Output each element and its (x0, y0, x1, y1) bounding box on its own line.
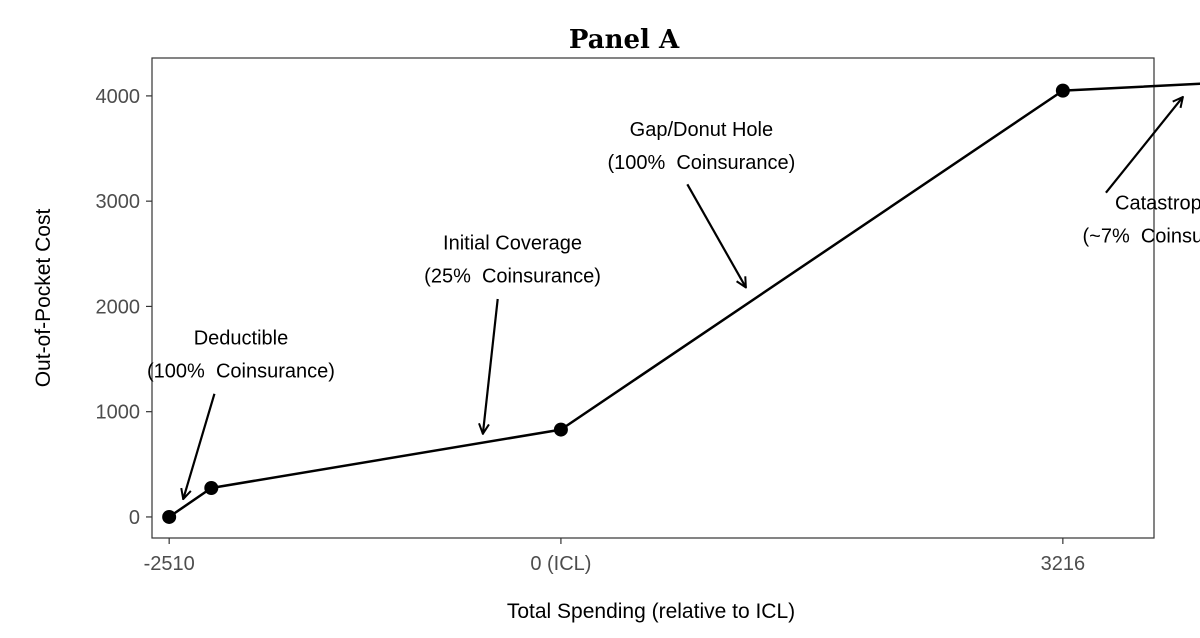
data-point (1055, 83, 1070, 98)
plot-panel (151, 57, 1155, 539)
series-line (168, 82, 1200, 518)
y-tick-label: 4000 (96, 86, 141, 108)
annotation-deductible: Deductible (100% Coinsurance) (147, 327, 335, 499)
annotations: Deductible (100% Coinsurance) Initial Cove… (147, 97, 1200, 499)
annotation-deductible-line: (100% Coinsurance) (147, 360, 335, 382)
x-axis-ticks: -2510 0 (ICL) 3216 (144, 538, 1086, 575)
x-tick-label: 0 (ICL) (530, 553, 591, 575)
annotation-gap-line: (100% Coinsurance) (607, 152, 795, 174)
x-tick-label: -2510 (144, 553, 195, 575)
annotation-gap-line: Gap/Donut Hole (630, 119, 773, 141)
y-tick-label: 3000 (96, 191, 141, 213)
annotation-initial-line: (25% Coinsurance) (424, 266, 601, 288)
annotation-catastrophic-line: Catastrophic (1115, 193, 1200, 215)
y-tick-label: 1000 (96, 402, 141, 424)
chart-title: Panel A (569, 25, 680, 55)
data-point (204, 481, 219, 495)
annotation-deductible-arrow (183, 393, 216, 499)
annotation-catastrophic-arrow (1105, 97, 1183, 194)
annotation-catastrophic: Catastrophic (~7% Coinsurance) (1083, 97, 1200, 248)
y-tick-label: 0 (129, 507, 140, 529)
annotation-gap-arrow (686, 183, 746, 287)
data-point (162, 509, 177, 524)
annotation-deductible-line: Deductible (194, 327, 289, 349)
y-axis-ticks: 0 1000 2000 3000 4000 (96, 86, 152, 529)
y-axis-label: Out-of-Pocket Cost (32, 209, 55, 388)
x-tick-label: 3216 (1041, 553, 1086, 575)
annotation-gap: Gap/Donut Hole (100% Coinsurance) (607, 119, 795, 288)
annotation-catastrophic-line: (~7% Coinsurance) (1083, 226, 1200, 248)
data-points (162, 83, 1070, 524)
x-axis-label: Total Spending (relative to ICL) (507, 600, 795, 623)
data-point (553, 422, 568, 437)
y-tick-label: 2000 (96, 296, 141, 318)
annotation-initial: Initial Coverage (25% Coinsurance) (424, 233, 601, 434)
annotation-initial-line: Initial Coverage (443, 233, 582, 255)
annotation-initial-arrow (483, 298, 499, 434)
